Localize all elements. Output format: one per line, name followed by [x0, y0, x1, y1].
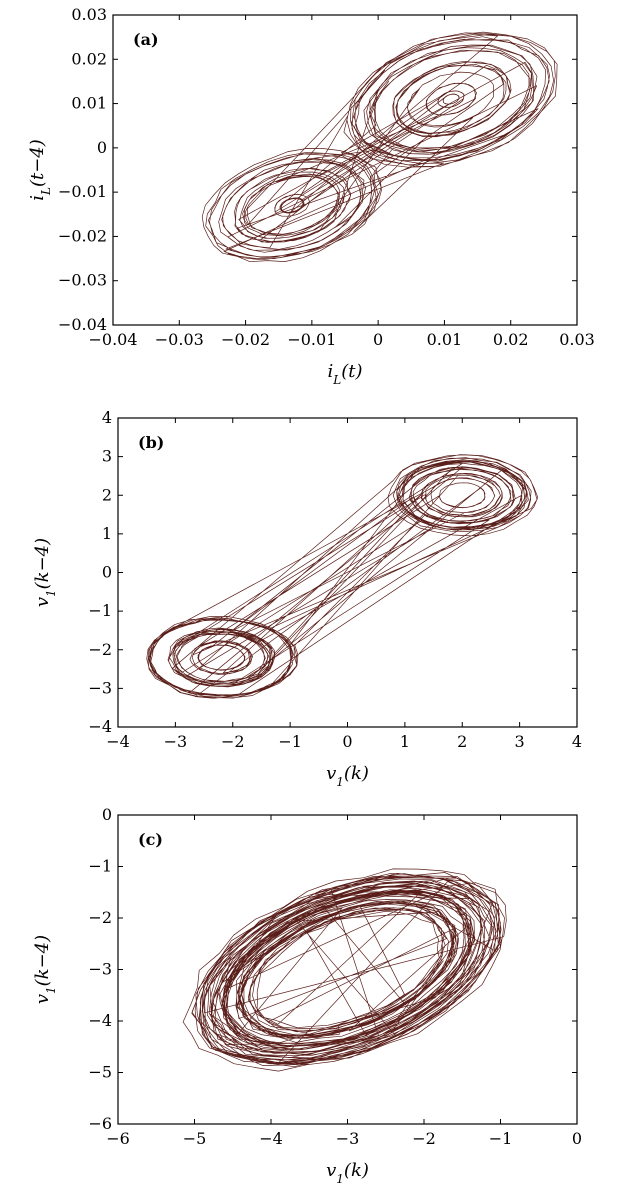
y-tick-label: −4: [88, 717, 112, 736]
attractor-trajectory: [182, 868, 507, 1072]
chart-panel-c: −6 −5 −4 −3 −2 −1 0 −6 −5 −4 −3 −2 −1 0 (c) v1(k) v1(k−4…: [32, 805, 582, 1186]
x-tick-label: −3: [336, 1129, 360, 1148]
x-tick-label: −4: [259, 1129, 283, 1148]
x-tick-label: 0: [342, 732, 352, 751]
x-axis-label: v1(k): [326, 1160, 369, 1186]
attractor-trajectory: [201, 31, 558, 263]
panel-tag: (a): [133, 30, 159, 49]
x-tick-label: −2: [412, 1129, 436, 1148]
y-tick-label: −3: [88, 960, 112, 979]
y-tick-label: −6: [88, 1114, 112, 1133]
y-tick-label: 0.03: [71, 5, 107, 24]
x-tick-label: −4: [106, 732, 130, 751]
y-tick-label: 0.02: [71, 49, 107, 68]
y-tick-label: 4: [102, 408, 112, 427]
y-tick-label: −1: [88, 857, 112, 876]
y-axis-label: v1(k−4): [32, 538, 58, 607]
x-tick-label: −0.02: [221, 330, 270, 349]
x-tick-label: 0: [572, 1129, 582, 1148]
y-tick-label: −0.01: [58, 182, 107, 201]
x-tick-label: −0.04: [88, 330, 137, 349]
x-tick-label: −1: [489, 1129, 513, 1148]
x-tick-label: 1: [400, 732, 410, 751]
y-tick-label: 0.01: [71, 94, 107, 113]
panel-tag: (b): [138, 433, 164, 452]
x-tick-label: 3: [515, 732, 525, 751]
chart-panel-b: −4 −3 −2 −1 0 1 2 3 4 −4 −3 −2 −1 0 1 2 3 4 (b) v1(k) v1(k−4…: [32, 408, 582, 789]
plot-frame: [117, 814, 578, 1125]
y-axis-label: iL(t−4): [27, 139, 53, 201]
y-tick-label: −0.04: [58, 315, 107, 334]
y-axis-label: v1(k−4): [32, 935, 58, 1004]
x-tick-label: 2: [457, 732, 467, 751]
y-tick-label: −0.02: [58, 226, 107, 245]
y-tick-label: −4: [88, 1011, 112, 1030]
x-tick-label: −0.01: [287, 330, 336, 349]
plot-frame: [112, 14, 578, 326]
y-tick-label: −5: [88, 1063, 112, 1082]
x-tick-label: 0.02: [493, 330, 529, 349]
y-tick-label: 0: [102, 805, 112, 824]
chart-panel-a: −0.04 −0.03 −0.02 −0.01 0 0.01 0.02 0.03 −0.04 −0…: [27, 5, 595, 387]
y-tick-label: −0.03: [58, 271, 107, 290]
y-tick-label: −2: [88, 908, 112, 927]
x-tick-label: −6: [106, 1129, 130, 1148]
y-tick-label: 0: [102, 563, 112, 582]
x-tick-label: 0.03: [559, 330, 595, 349]
attractor-trajectory: [146, 454, 539, 699]
panel-tag: (c): [138, 830, 163, 849]
y-tick-label: 3: [102, 447, 112, 466]
x-tick-label: −2: [221, 732, 245, 751]
x-tick-label: 0.01: [427, 330, 463, 349]
x-tick-label: −3: [164, 732, 188, 751]
y-tick-label: −2: [88, 640, 112, 659]
y-tick-label: 2: [102, 485, 112, 504]
x-axis-label: v1(k): [326, 763, 369, 789]
x-tick-label: 0: [373, 330, 383, 349]
x-axis-label: iL(t): [327, 361, 362, 387]
y-tick-label: 0: [97, 138, 107, 157]
y-tick-label: −3: [88, 678, 112, 697]
y-tick-label: −1: [88, 601, 112, 620]
y-tick-label: 1: [102, 524, 112, 543]
x-tick-label: −0.03: [155, 330, 204, 349]
x-tick-label: −1: [278, 732, 302, 751]
x-tick-label: −5: [183, 1129, 207, 1148]
x-tick-label: 4: [572, 732, 582, 751]
